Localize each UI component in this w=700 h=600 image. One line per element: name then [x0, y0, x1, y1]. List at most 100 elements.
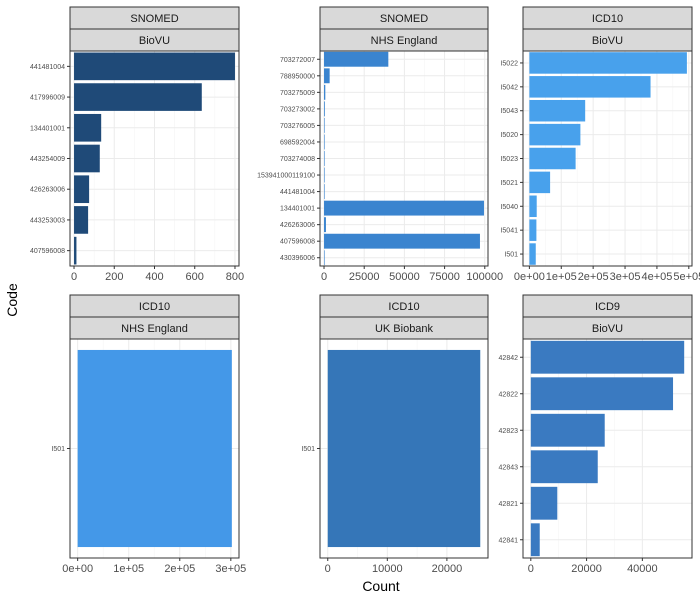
panel-2-bar	[324, 68, 330, 84]
panel-2-bar	[324, 51, 389, 67]
panel-1-bar	[74, 144, 100, 173]
panel-1-strip-vocabulary-label: SNOMED	[130, 13, 178, 25]
panel-5-strip-source-background	[319, 316, 489, 340]
panel-3-strip-vocabulary-label: ICD10	[592, 13, 623, 25]
panel-2-bar	[324, 233, 480, 249]
panel-3-y-tick-label: I5040	[500, 204, 518, 211]
panel-2-bar	[324, 250, 325, 266]
panel-2-y-tick-label: 698592004	[280, 139, 315, 146]
panel-6-bar	[530, 523, 540, 557]
panel-4-x-tick-label: 3e+05	[215, 563, 246, 575]
panel-2-y-tick-label: 703276005	[280, 123, 315, 130]
panel-4-x-tick-label: 1e+05	[113, 563, 144, 575]
panel-3-y-tick-label: I5021	[500, 180, 518, 187]
panel-3-bar	[529, 76, 651, 98]
panel-2-x-tick-label: 0	[321, 271, 327, 283]
panel-5-x-tick-label: 0	[325, 563, 331, 575]
panel-1-x-tick-label: 800	[226, 271, 244, 283]
panel-4-y-tick-label: I501	[51, 446, 65, 453]
panel-6-y-tick-label: 42842	[499, 355, 519, 362]
panel-1-y-tick-label: 134401001	[30, 125, 65, 132]
panel-3-strip-source-background	[522, 28, 693, 52]
panel-2-x-tick-label: 75000	[429, 271, 460, 283]
panel-6-bar	[530, 377, 674, 411]
panel-6-y-tick-label: 42822	[499, 391, 519, 398]
panel-3-bar	[529, 171, 551, 194]
panel-3-y-tick-label: I501	[504, 252, 518, 259]
panel-4-strip-source-label: NHS England	[121, 323, 188, 335]
panel-6-x-tick-label: 40000	[627, 563, 658, 575]
panel-2-strip-source-background	[319, 28, 489, 52]
panel-2-y-tick-label: 788950000	[280, 73, 315, 80]
panel-5-x-tick-label: 10000	[372, 563, 403, 575]
panel-3-x-tick-label: 3e+05	[610, 271, 641, 283]
panel-1-bar	[74, 206, 89, 234]
panel-2-strip-source-label: NHS England	[371, 35, 438, 47]
panel-2-y-tick-label: 407596008	[280, 239, 315, 246]
panel-1-strip-source-label: BioVU	[139, 35, 170, 47]
panel-1-y-tick-label: 443253003	[30, 217, 65, 224]
panel-6-y-tick-label: 42843	[499, 464, 519, 471]
panel-3-y-tick-label: I5022	[500, 60, 518, 67]
panel-3-y-tick-label: I5042	[500, 84, 518, 91]
panel-2-y-tick-label: 153941000119100	[257, 173, 315, 180]
panel-5-strip-source-label: UK Biobank	[375, 323, 434, 335]
panel-6-bar	[530, 486, 558, 520]
y-axis-title: Code	[4, 283, 20, 317]
panel-2-x-tick-label: 100000	[466, 271, 503, 283]
panel-3-x-tick-label: 2e+05	[578, 271, 609, 283]
panel-3-bar	[529, 123, 581, 146]
panel-3-bar	[529, 195, 537, 218]
panel-1-y-tick-label: 443254009	[30, 156, 65, 163]
panel-3-x-tick-label: 4e+05	[641, 271, 672, 283]
panel-2-y-tick-label: 703273002	[280, 106, 315, 113]
panel-1-y-tick-label: 441481004	[30, 64, 65, 71]
panel-1-strip-source-background	[69, 28, 240, 52]
panel-2-y-tick-label: 441481004	[280, 189, 315, 196]
panel-3-y-tick-label: I5020	[500, 132, 518, 139]
panel-2-y-tick-label: 430396006	[280, 255, 315, 262]
panel-3-x-tick-label: 1e+05	[546, 271, 577, 283]
panel-3-bar	[529, 219, 537, 241]
panel-2-bar	[324, 134, 325, 150]
panel-6-strip-source-label: BioVU	[592, 323, 623, 335]
panel-3-bar	[529, 99, 586, 122]
panel-3-bar	[529, 243, 536, 265]
panel-1-x-tick-label: 200	[105, 271, 123, 283]
panel-1-bar	[74, 83, 202, 111]
panel-2-y-tick-label: 703272007	[280, 57, 315, 64]
panel-2-x-tick-label: 25000	[349, 271, 380, 283]
panel-2-bar	[324, 151, 325, 166]
panel-6-y-tick-label: 42823	[499, 428, 519, 435]
panel-6-bar	[530, 450, 598, 484]
panel-4-bar	[77, 349, 232, 548]
x-axis-title: Count	[362, 578, 399, 594]
panel-2: SNOMED NHS England 703272007 788950000 70327…	[257, 6, 503, 283]
panel-6-y-tick-label: 42841	[499, 537, 519, 544]
panel-6-background	[523, 339, 692, 558]
panel-3: ICD10 BioVU I5022 I5042 I5043 I5020 I5023 I5021…	[500, 6, 700, 283]
panel-6-bar	[530, 413, 605, 447]
panel-4-strip-vocabulary-label: ICD10	[139, 301, 170, 313]
panel-1-y-tick-label: 426263006	[30, 187, 65, 194]
panel-3-bar	[529, 147, 576, 170]
panel-6-y-tick-label: 42821	[499, 501, 519, 508]
panel-1: SNOMED BioVU 441481004 417996009 134401001 44…	[30, 6, 244, 283]
panel-1-y-tick-label: 407596008	[30, 248, 65, 255]
panel-1-bar	[74, 236, 77, 265]
panel-1-bar	[74, 175, 90, 204]
panel-2-y-tick-label: 134401001	[280, 206, 315, 213]
panel-3-strip-source-label: BioVU	[592, 35, 623, 47]
panel-3-y-tick-label: I5043	[500, 108, 518, 115]
panel-5-strip-vocabulary-label: ICD10	[388, 301, 419, 313]
panel-2-strip-vocabulary-label: SNOMED	[380, 13, 428, 25]
panel-5: ICD10 UK Biobank I501 0 10000 20000	[301, 294, 489, 575]
panel-1-x-tick-label: 400	[145, 271, 163, 283]
panel-6-strip-source-background	[522, 316, 693, 340]
panel-4: ICD10 NHS England I501 0e+00 1e+05 2e+05 3e+05	[51, 294, 246, 575]
panel-2-bar	[324, 217, 326, 233]
panel-5-x-tick-label: 20000	[432, 563, 463, 575]
panel-6-x-tick-label: 20000	[571, 563, 602, 575]
panel-2-y-tick-label: 426263006	[280, 222, 315, 229]
